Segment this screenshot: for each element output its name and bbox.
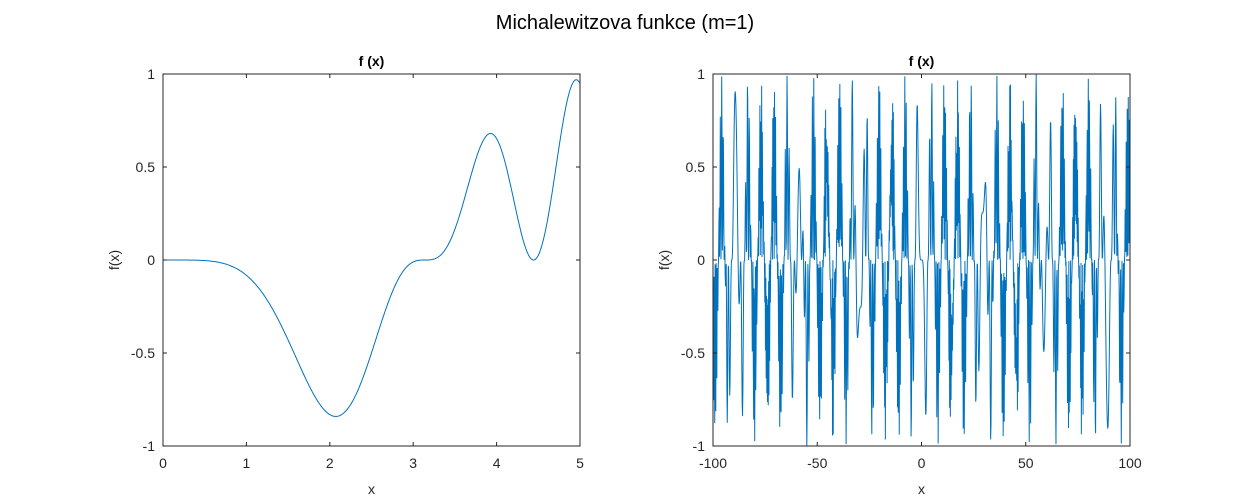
axes-frame [162,73,581,447]
x-tick-label: 100 [1118,455,1142,471]
x-tick-label: 3 [409,455,417,471]
series-line-1 [712,74,1131,446]
series-line-1 [163,79,581,417]
x-tick-label: 4 [493,455,501,471]
x-tick-label: 1 [243,455,251,471]
y-tick-label: 1 [697,66,705,82]
y-tick-label: 1 [147,66,155,82]
y-axis-label: f(x) [656,250,672,270]
chart-title: f (x) [359,53,385,69]
x-tick-label: 0 [918,455,926,471]
x-axis-label: x [368,481,375,497]
y-axis-label: f(x) [106,250,122,270]
x-tick-label: -50 [807,455,827,471]
chart-panel-1: 0 1 2 3 4 5 -1 -0.5 0 0.5 1 f (x) x f(x) [106,53,584,497]
y-tick-label: 0.5 [686,159,706,175]
chart-panel-2: -100 -50 0 50 100 -1 -0.5 0 0.5 1 f (x) x f(x) [656,53,1142,497]
y-tick-label: -0.5 [681,345,705,361]
x-tick-label: 5 [576,455,584,471]
x-tick-label: 2 [326,455,334,471]
y-tick-label: -1 [143,438,156,454]
y-tick-label: -1 [693,438,706,454]
y-tick-label: -0.5 [131,345,155,361]
y-tick-label: 0 [697,252,705,268]
y-tick-label: 0 [147,252,155,268]
x-tick-label: -100 [699,455,727,471]
y-tick-label: 0.5 [136,159,156,175]
x-tick-label: 50 [1018,455,1034,471]
chart-title: f (x) [909,53,935,69]
x-tick-label: 0 [159,455,167,471]
figure-title: Michalewitzova funkce (m=1) [495,12,755,34]
x-axis-label: x [918,481,925,497]
